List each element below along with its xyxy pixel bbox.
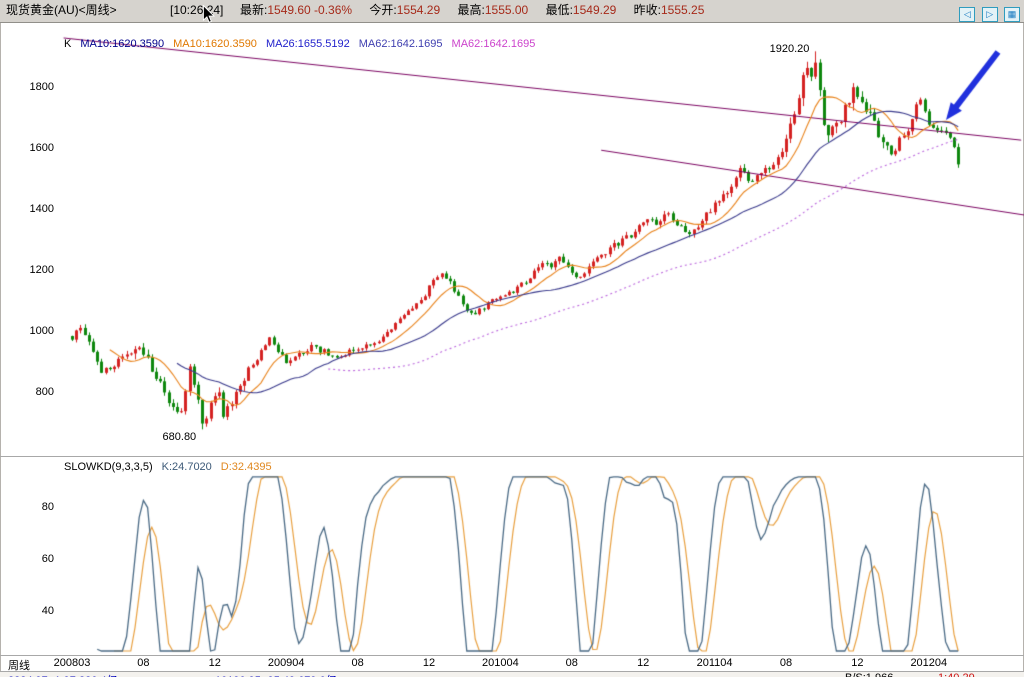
quote-fields: 最新:1549.60 -0.36% 今开:1554.29 最高:1555.00 … (240, 0, 718, 21)
quote-label: 最低: (545, 3, 573, 17)
x-axis-label: 12 (851, 657, 864, 669)
status-right-a: B/S:1.966 (845, 672, 893, 677)
quote-value: 1555.00 (484, 3, 529, 17)
quote-label: 最高: (457, 3, 485, 17)
axis-divider (0, 655, 1024, 656)
scroll-left-button[interactable]: ◁ (959, 7, 976, 22)
price-axis-tick: 1000 (29, 325, 54, 337)
status-index-b: 10190.95 -95.49 679.0亿 (215, 672, 337, 677)
price-axis-tick: 800 (35, 386, 54, 398)
scroll-right-button[interactable]: ▷ (981, 7, 998, 22)
indicator-axis-tick: 80 (41, 501, 54, 513)
quote-label: 今开: (369, 3, 397, 17)
x-axis-label: 12 (208, 657, 221, 669)
slowkd-indicator-labels: SLOWKD(9,3,3,5) K:24.7020 D:32.4395 (64, 461, 281, 473)
price-annotation: 1920.20 (769, 43, 810, 56)
quote-bar: 现货黄金(AU)<周线> [10:26:24] 最新:1549.60 -0.36… (0, 0, 1024, 23)
indicator-axis-tick: 40 (41, 605, 54, 617)
x-axis-label: 200803 (53, 657, 91, 669)
quote-open: 今开:1554.29 (369, 3, 440, 17)
price-axis-tick: 1400 (29, 203, 54, 215)
indicator-label: K:24.7020 (161, 461, 212, 473)
x-axis-label: 08 (779, 657, 793, 669)
indicator-label: MA26:1655.5192 (265, 38, 350, 50)
main-chart-canvas[interactable] (0, 24, 1024, 458)
price-axis-tick: 1600 (29, 142, 54, 154)
indicator-label: MA10:1620.3590 (173, 38, 257, 50)
status-bar: 2884.97 -1.97 886.4亿 10190.95 -95.49 679… (0, 671, 1024, 677)
price-axis-tick: 1800 (29, 81, 54, 93)
window-buttons: ◁ ▷ ▦ (956, 3, 1020, 24)
indicator-label: MA62:1642.1695 (358, 38, 443, 50)
indicator-label: K (64, 38, 72, 50)
x-axis-label: 08 (351, 657, 364, 669)
price-axis-tick: 1200 (29, 264, 54, 276)
quote-prev-close: 昨收:1555.25 (634, 3, 705, 17)
indicator-label: MA62:1642.1695 (451, 38, 536, 50)
quote-high: 最高:1555.00 (458, 3, 529, 17)
layout-button[interactable]: ▦ (1004, 7, 1020, 22)
quote-value: 1549.29 (572, 3, 617, 17)
quote-label: 最新: (240, 3, 268, 17)
price-annotation: 680.80 (162, 431, 197, 444)
x-axis-label: 200904 (267, 657, 305, 669)
ma-indicator-labels: K MA10:1620.3590 MA10:1620.3590 MA26:1655.5… (64, 38, 544, 50)
slowkd-chart-canvas[interactable] (0, 458, 1024, 654)
x-axis-label: 201004 (482, 657, 519, 669)
quote-low: 最低:1549.29 (546, 3, 617, 17)
quote-label: 昨收: (633, 3, 661, 17)
x-axis-label: 201204 (910, 657, 948, 669)
x-axis-label: 201104 (696, 657, 733, 669)
period-label: 周线 (8, 660, 30, 672)
quote-value: 1549.60 -0.36% (267, 3, 353, 17)
symbol-title: 现货黄金(AU)<周线> (6, 3, 117, 17)
indicator-label: MA10:1620.3590 (80, 38, 165, 50)
mouse-cursor (202, 5, 215, 23)
status-right-b: 1:40.29 (938, 672, 975, 677)
pane-divider (0, 456, 1024, 457)
x-axis-label: 12 (422, 657, 436, 669)
x-axis-label: 12 (637, 657, 650, 669)
status-index-a: 2884.97 -1.97 886.4亿 (8, 672, 117, 677)
indicator-label: SLOWKD(9,3,3,5) (64, 461, 153, 473)
x-axis-label: 08 (137, 657, 150, 669)
quote-value: 1554.29 (396, 3, 441, 17)
x-axis-label: 08 (565, 657, 578, 669)
indicator-label: D:32.4395 (220, 461, 272, 473)
quote-value: 1555.25 (661, 3, 705, 17)
indicator-axis-tick: 60 (41, 553, 54, 565)
quote-last: 最新:1549.60 -0.36% (240, 3, 352, 17)
